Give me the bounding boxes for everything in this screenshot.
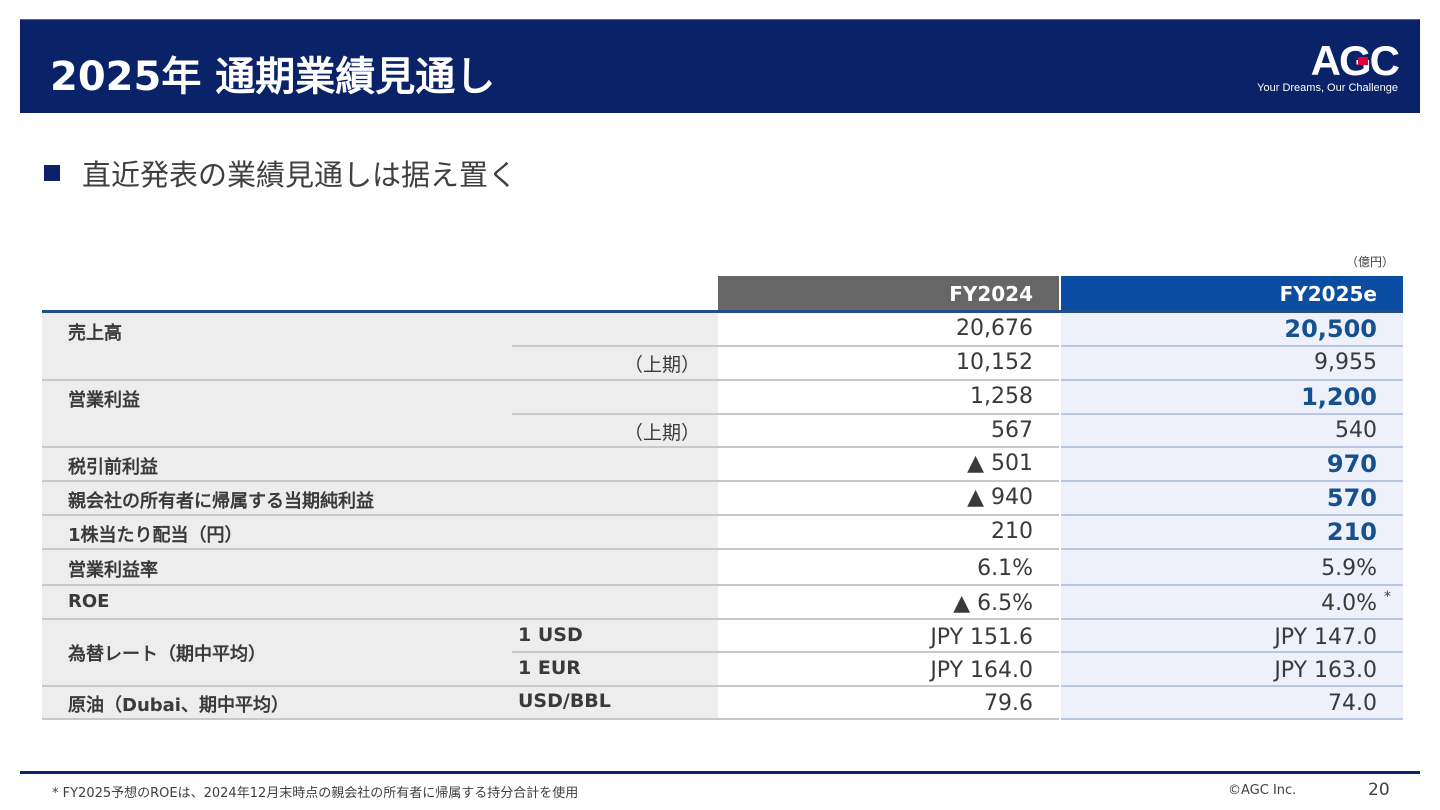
value-fy2024: 210 [991,519,1033,544]
row-label: 営業利益率 [68,560,158,581]
key-message: 直近発表の業績見通しは据え置く [44,152,517,194]
value-fy2025e: 20,500 [1284,315,1377,343]
value-fy2024: 1,258 [970,384,1033,409]
table-row-net-profit: 親会社の所有者に帰属する当期純利益 ▲ 940 570 [42,482,1403,514]
value-fy2025e: 570 [1326,484,1377,512]
value-fy2025e: JPY 163.0 [1274,658,1377,683]
value-fy2025e: 9,955 [1314,350,1377,375]
column-header-fy2025e: FY2025e [1061,276,1403,310]
row-label: 原油（Dubai、期中平均） [68,695,289,716]
logo-tagline: Your Dreams, Our Challenge [1257,82,1398,94]
slide-header: 2025年 通期業績見通し AGC Your Dreams, Our Chall… [20,19,1420,113]
logo-accent-icon [1358,57,1368,65]
table-row-operating-margin: 営業利益率 6.1% 5.9% [42,550,1403,585]
value-fy2025e: 74.0 [1328,691,1377,716]
table-row-operating-profit: 営業利益 1,258 1,200 （上期） 567 540 [42,381,1403,447]
value-fy2024: 10,152 [956,350,1033,375]
copyright: ©AGC Inc. [1228,783,1297,798]
table-row-sales: 売上高 20,676 20,500 （上期） 10,152 9,955 [42,313,1403,381]
value-fy2025e: 1,200 [1301,383,1377,411]
page-number: 20 [1368,780,1390,800]
footnote: * FY2025予想のROEは、2024年12月末時点の親会社の所有者に帰属する… [52,786,579,801]
value-fy2024: JPY 151.6 [930,625,1033,650]
table-row-exchange-rate: 為替レート（期中平均） 1 USD JPY 151.6 JPY 147.0 1 … [42,620,1403,686]
table-row-pretax-profit: 税引前利益 ▲ 501 970 [42,448,1403,481]
key-message-text: 直近発表の業績見通しは据え置く [82,158,518,192]
value-fy2024: 567 [991,418,1033,443]
row-sublabel: （上期） [623,422,700,444]
value-fy2024: ▲ 6.5% [953,591,1033,616]
value-fy2025e: 970 [1326,450,1377,478]
slide-title: 2025年 通期業績見通し [50,54,496,100]
row-label: ROE [68,591,110,612]
square-bullet-icon [44,165,60,181]
value-fy2025e: JPY 147.0 [1274,625,1377,650]
value-fy2025e: 540 [1335,418,1377,443]
row-label: 売上高 [68,323,122,344]
row-label: 親会社の所有者に帰属する当期純利益 [68,491,374,512]
row-label: 営業利益 [68,390,140,411]
row-sublabel: （上期） [623,354,700,376]
value-fy2024: 20,676 [956,316,1033,341]
table-row-crude-oil: 原油（Dubai、期中平均） USD/BBL 79.6 74.0 [42,687,1403,719]
currency-usd-label: 1 USD [518,624,583,646]
value-fy2024: ▲ 501 [967,451,1033,476]
table-row-dividend: 1株当たり配当（円） 210 210 [42,516,1403,549]
table-row-roe: ROE ▲ 6.5% 4.0% * [42,586,1403,619]
value-fy2025e: 210 [1326,518,1377,546]
table-top-rule [42,310,1403,313]
agc-logo: AGC Your Dreams, Our Challenge [1248,37,1400,96]
value-fy2024: 6.1% [977,556,1033,581]
logo-mark: AGC [1310,37,1400,84]
row-label: 1株当たり配当（円） [68,525,243,546]
value-fy2025e: 4.0% [1321,591,1377,616]
value-fy2024: 79.6 [984,691,1033,716]
value-fy2025e: 5.9% [1321,556,1377,581]
unit-label: （億円） [1346,255,1395,269]
currency-eur-label: 1 EUR [518,657,581,679]
row-label: 為替レート（期中平均） [68,644,266,665]
unit-usd-bbl-label: USD/BBL [518,690,611,712]
value-fy2024: ▲ 940 [967,485,1033,510]
footer-rule [20,771,1420,774]
value-fy2024: JPY 164.0 [930,658,1033,683]
footnote-marker: * [1384,589,1391,605]
row-label: 税引前利益 [68,457,158,478]
column-header-fy2024: FY2024 [718,276,1059,310]
